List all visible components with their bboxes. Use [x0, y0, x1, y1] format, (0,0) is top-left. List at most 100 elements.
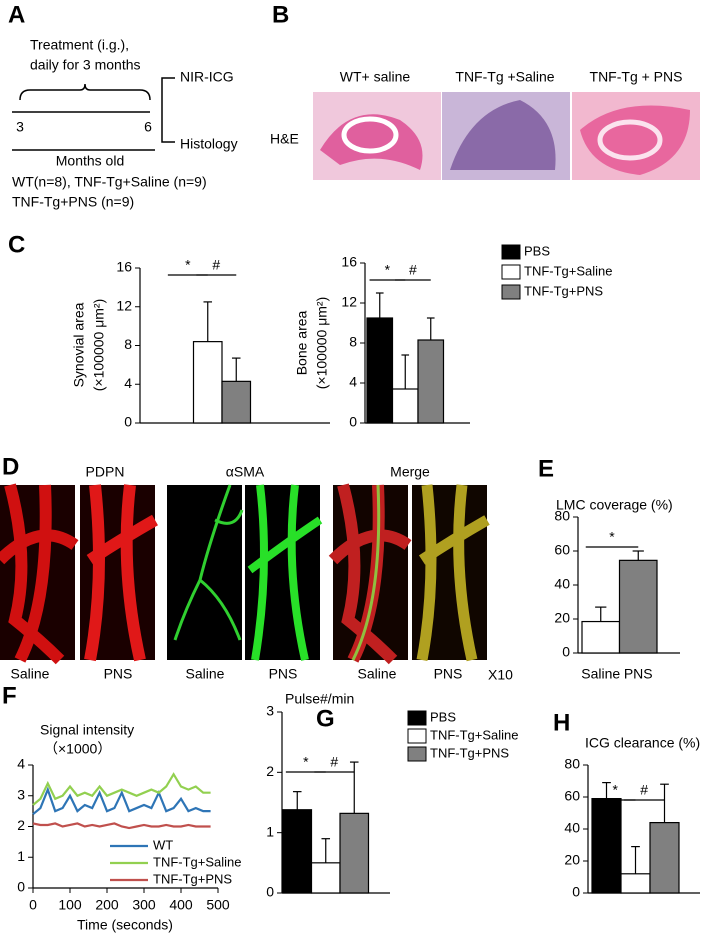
fluorescence-images — [0, 483, 490, 665]
legend-swatch — [407, 746, 427, 762]
y-tick-label: 0 — [17, 879, 25, 895]
x-tick-label: 200 — [95, 897, 119, 913]
line-series — [32, 786, 211, 816]
y-tick-label: 0 — [349, 414, 357, 430]
bar — [391, 388, 419, 424]
column-label: αSMA — [226, 464, 265, 480]
panel-letter: G — [316, 705, 335, 732]
image-detail — [450, 100, 556, 170]
y-tick-label: 3 — [266, 703, 274, 719]
image-detail — [247, 484, 323, 661]
bar — [618, 559, 658, 654]
legend-label: PBS — [430, 709, 456, 724]
significance-mark: * — [609, 529, 615, 545]
line-series — [32, 772, 211, 806]
x-tick-label: Saline — [581, 666, 620, 682]
y-tick-label: 0 — [562, 644, 570, 660]
bar — [649, 821, 680, 894]
y-tick-label: 2 — [266, 763, 274, 779]
y-tick-label: 1 — [266, 823, 274, 839]
significance-mark: # — [640, 782, 648, 798]
condition-label: Saline — [358, 666, 397, 682]
image-detail — [0, 483, 79, 665]
bar — [366, 317, 394, 424]
legend-label: TNF-Tg+Saline — [430, 727, 519, 742]
significance-mark: * — [303, 754, 309, 770]
y-tick-label: 12 — [116, 297, 132, 313]
outcome: Histology — [180, 136, 238, 152]
condition-label: PNS — [434, 666, 463, 682]
y-tick-label: 12 — [341, 294, 357, 310]
y-tick-label: 4 — [349, 374, 357, 390]
chart-title: LMC coverage (%) — [556, 497, 673, 513]
column-label: TNF-Tg + PNS — [590, 69, 683, 85]
treatment-text: Treatment (i.g.), — [30, 37, 129, 53]
bar — [417, 339, 445, 424]
bar — [221, 380, 252, 424]
image-detail — [173, 484, 244, 641]
legend-label: TNF-Tg+PNS — [153, 871, 232, 886]
legend-label: WT — [153, 837, 173, 852]
row-label: H&E — [270, 131, 299, 147]
y-tick-label: 0 — [266, 884, 274, 900]
bar — [282, 809, 313, 894]
bracket — [161, 77, 175, 143]
group-text: WT(n=8), TNF-Tg+Saline (n=9) — [12, 174, 207, 190]
brace — [19, 83, 151, 101]
y-axis-label: (×100000 μm²) — [314, 297, 330, 390]
legend-label: PBS — [524, 243, 550, 258]
panel-letter: D — [2, 453, 19, 480]
condition-label: PNS — [269, 666, 298, 682]
image-detail — [416, 484, 490, 662]
significance-mark: * — [185, 257, 191, 273]
y-axis-label: Synovial area — [71, 302, 87, 387]
y-tick-label: 20 — [564, 852, 580, 868]
legend-swatch — [501, 264, 521, 280]
column-label: TNF-Tg +Saline — [455, 69, 554, 85]
panel-letter: B — [272, 1, 289, 28]
image-detail — [580, 105, 690, 175]
axis-label: Months old — [56, 153, 124, 169]
legend-swatch — [501, 244, 521, 260]
timeline-start: 3 — [16, 119, 24, 135]
y-tick-label: 20 — [554, 610, 570, 626]
legend-label: TNF-Tg+PNS — [524, 283, 603, 298]
y-axis-label: (×100000 μm²) — [91, 299, 107, 392]
image-detail — [84, 484, 158, 662]
y-tick-label: 0 — [124, 414, 132, 430]
x-tick-label: 500 — [206, 897, 230, 913]
y-tick-label: 80 — [564, 756, 580, 772]
panel-letter: E — [538, 455, 554, 482]
condition-label: Saline — [11, 666, 50, 682]
y-tick-label: 16 — [341, 254, 357, 270]
legend-swatch — [407, 710, 427, 726]
y-tick-label: 80 — [554, 508, 570, 524]
bar — [192, 341, 223, 424]
chart-title: ICG clearance (%) — [585, 735, 700, 751]
treatment-text: daily for 3 months — [30, 57, 141, 73]
chart-title: Signal intensity — [40, 722, 134, 738]
x-tick-label: PNS — [624, 666, 653, 682]
legend-label: TNF-Tg+Saline — [153, 854, 242, 869]
bar — [581, 620, 621, 654]
outcome: NIR-ICG — [180, 69, 234, 85]
y-tick-label: 2 — [17, 817, 25, 833]
x-tick-label: 100 — [58, 897, 82, 913]
y-tick-label: 8 — [349, 334, 357, 350]
bar — [591, 797, 622, 894]
panel-letter: F — [2, 682, 17, 709]
legend-label: TNF-Tg+PNS — [430, 745, 509, 760]
chart-subtitle: （×1000） — [44, 741, 111, 757]
panel-letter: C — [8, 231, 25, 258]
significance-mark: # — [409, 262, 417, 278]
significance-mark: * — [612, 782, 618, 798]
y-tick-label: 4 — [17, 756, 25, 772]
significance-mark: # — [212, 257, 220, 273]
x-axis-label: Time (seconds) — [77, 917, 173, 933]
condition-label: PNS — [104, 666, 133, 682]
y-tick-label: 1 — [17, 848, 25, 864]
bar — [339, 812, 370, 894]
condition-label: Saline — [186, 666, 225, 682]
magnification: X10 — [488, 667, 513, 683]
y-tick-label: 16 — [116, 259, 132, 275]
